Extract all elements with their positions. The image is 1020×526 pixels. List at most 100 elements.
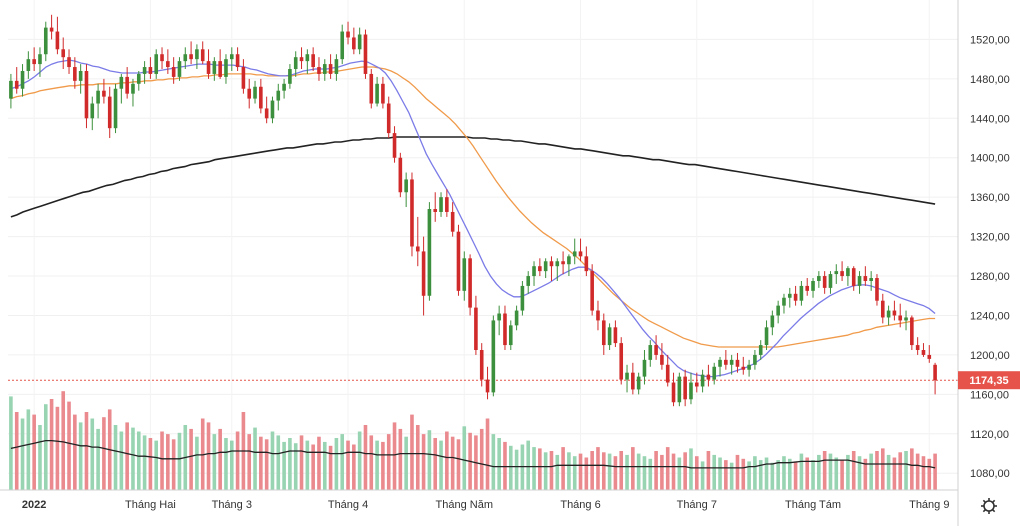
- candle-body: [543, 261, 548, 272]
- candle: [764, 320, 769, 350]
- candle: [555, 258, 560, 281]
- candle-body: [729, 359, 734, 365]
- candle-body: [96, 90, 100, 104]
- volume-bar: [631, 447, 635, 490]
- candle: [282, 78, 286, 99]
- candle: [125, 67, 129, 99]
- candle: [735, 352, 740, 373]
- candle-body: [840, 271, 844, 277]
- volume-bar: [915, 453, 920, 490]
- candle-body: [642, 359, 647, 377]
- volume-bar: [567, 452, 571, 490]
- candle-body: [561, 261, 565, 265]
- candle-body: [648, 345, 653, 360]
- candle: [340, 24, 345, 65]
- candle-body: [84, 70, 89, 119]
- volume-bar: [113, 425, 118, 490]
- candle-body: [782, 297, 786, 306]
- candle-body: [282, 83, 286, 91]
- candle: [317, 57, 321, 81]
- candle-body: [700, 374, 705, 387]
- volume-bar: [136, 431, 141, 490]
- candle-body: [102, 90, 106, 97]
- candle-body: [660, 354, 664, 365]
- candle: [43, 21, 48, 62]
- volume-bar: [508, 445, 513, 490]
- volume-bar: [689, 448, 693, 490]
- candle: [154, 49, 159, 79]
- x-tick-label: Tháng Tám: [785, 499, 841, 511]
- candle-body: [322, 64, 327, 74]
- volume-bar: [910, 448, 914, 490]
- volume-bar: [427, 430, 432, 490]
- candle: [613, 320, 618, 348]
- candle: [218, 49, 222, 79]
- candle-body: [340, 31, 345, 60]
- candle-body: [526, 276, 531, 286]
- volume-bar: [834, 457, 839, 490]
- volume-bar: [636, 453, 641, 490]
- candle-body: [799, 285, 804, 301]
- candle: [915, 337, 920, 355]
- volume-bar: [683, 452, 687, 490]
- moving-average-lines: [10, 59, 936, 378]
- candle: [479, 343, 484, 387]
- volume-bar: [805, 457, 810, 490]
- candle: [782, 293, 786, 314]
- candle: [253, 80, 257, 104]
- candle-body: [479, 350, 484, 380]
- candle-body: [578, 251, 583, 257]
- candle-body: [450, 211, 455, 232]
- candle-body: [305, 54, 310, 62]
- candle: [433, 192, 438, 222]
- candle: [834, 264, 839, 284]
- volume-bar: [793, 461, 798, 490]
- volume-bar: [340, 434, 345, 490]
- candle: [410, 172, 414, 257]
- volume-bar: [142, 435, 147, 490]
- candle-body: [875, 278, 879, 301]
- candle: [497, 305, 501, 336]
- candle-body: [212, 61, 217, 74]
- candle-body: [404, 179, 408, 193]
- candle-body: [817, 276, 821, 281]
- candle: [160, 47, 164, 70]
- candle: [369, 69, 374, 109]
- time-axis[interactable]: 2022 Tháng Hai Tháng 3 Tháng 4 Tháng Năm Thán…: [0, 489, 1020, 511]
- candle: [9, 73, 13, 109]
- candle-body: [183, 54, 188, 62]
- candle-body: [32, 59, 36, 65]
- candle: [107, 86, 112, 139]
- candle: [596, 300, 600, 331]
- volume-bar: [526, 440, 531, 490]
- x-tick-label: Tháng 3: [212, 499, 252, 511]
- volume-bar: [421, 434, 426, 490]
- price-axis[interactable]: 1080,00 1120,00 1160,00 1200,00 1240,00 1280,…: [957, 0, 1010, 526]
- candle-body: [538, 266, 542, 272]
- candle: [363, 29, 368, 79]
- volume-bar: [154, 440, 159, 490]
- gear-icon[interactable]: [981, 498, 997, 514]
- candle: [741, 356, 746, 375]
- volume-bar: [828, 453, 833, 490]
- candle: [264, 96, 269, 124]
- volume-bar: [55, 406, 60, 490]
- candle: [828, 271, 833, 294]
- candle-body: [386, 103, 391, 134]
- y-tick-label: 1400,00: [970, 153, 1010, 165]
- candle-body: [334, 59, 339, 74]
- candle-body: [910, 317, 914, 346]
- candle: [892, 300, 897, 321]
- candle-body: [619, 343, 624, 380]
- candle-body: [177, 61, 182, 77]
- candle-body: [136, 73, 141, 84]
- candle-body: [921, 350, 926, 355]
- candle-body: [224, 59, 228, 77]
- volume-bar: [189, 428, 193, 490]
- volume-bar: [462, 426, 467, 490]
- candle: [793, 285, 798, 306]
- candle: [421, 236, 426, 316]
- candle-body: [532, 266, 536, 277]
